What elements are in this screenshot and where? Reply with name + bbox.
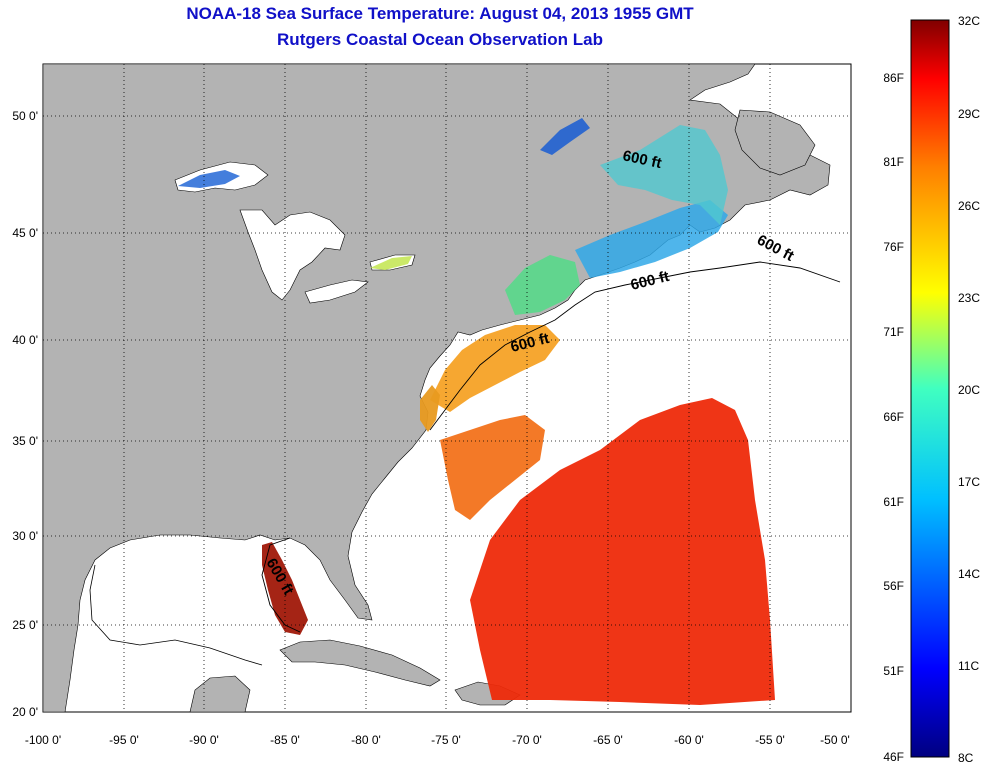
latitude-axis: 50 0' 45 0' 40 0' 35 0' 30 0' 25 0' 20 0… (12, 109, 38, 719)
lon-tick: -80 0' (351, 733, 381, 747)
lon-tick: -50 0' (820, 733, 850, 747)
lon-tick: -95 0' (109, 733, 139, 747)
lon-tick: -90 0' (189, 733, 219, 747)
lon-tick: -55 0' (755, 733, 785, 747)
land-north-america (43, 64, 831, 712)
lat-tick: 45 0' (12, 226, 38, 240)
celsius-label: 29C (958, 107, 980, 121)
celsius-label: 20C (958, 383, 980, 397)
lake-erie (304, 279, 369, 304)
sst-scotian-shelf (575, 200, 728, 278)
fahrenheit-label: 51F (883, 664, 904, 678)
graticule (43, 64, 851, 712)
lon-tick: -70 0' (512, 733, 542, 747)
sst-st-lawrence-river (540, 118, 590, 155)
fahrenheit-label: 56F (883, 579, 904, 593)
fahrenheit-label: 81F (883, 155, 904, 169)
celsius-label: 11C (958, 659, 979, 673)
lat-tick: 50 0' (12, 109, 38, 123)
contour-600ft (261, 261, 841, 633)
land-cuba (279, 639, 441, 687)
lon-tick: -60 0' (674, 733, 704, 747)
colorbar-fahrenheit-labels: 86F 81F 76F 71F 66F 61F 56F 51F 46F (883, 71, 904, 764)
colorbar-celsius-labels: 32C 29C 26C 23C 20C 17C 14C 11C 8C (958, 14, 980, 765)
lat-tick: 30 0' (12, 529, 38, 543)
sst-gulf-maine (505, 255, 580, 315)
lake-michigan-huron (239, 209, 346, 301)
sst-lake-superior (178, 170, 240, 188)
fahrenheit-label: 46F (883, 750, 904, 764)
lat-tick: 35 0' (12, 434, 38, 448)
celsius-label: 8C (958, 751, 974, 765)
fahrenheit-label: 86F (883, 71, 904, 85)
fahrenheit-label: 76F (883, 240, 904, 254)
land-newfoundland (734, 109, 816, 176)
sst-warm-atlantic (470, 398, 775, 705)
celsius-label: 26C (958, 199, 980, 213)
celsius-label: 14C (958, 567, 980, 581)
lat-tick: 20 0' (12, 705, 38, 719)
sst-nearshore-carolina (420, 385, 440, 432)
lon-tick: -65 0' (593, 733, 623, 747)
map-title: NOAA-18 Sea Surface Temperature: August … (186, 4, 694, 23)
sst-gulf-st-lawrence (600, 125, 728, 225)
land-yucatan (189, 675, 251, 712)
celsius-label: 17C (958, 475, 980, 489)
fahrenheit-label: 71F (883, 325, 904, 339)
lon-tick: -100 0' (25, 733, 61, 747)
map-subtitle: Rutgers Coastal Ocean Observation Lab (277, 30, 603, 49)
lat-tick: 40 0' (12, 333, 38, 347)
longitude-axis: -100 0' -95 0' -90 0' -85 0' -80 0' -75 … (25, 733, 850, 747)
fahrenheit-label: 61F (883, 495, 904, 509)
celsius-label: 32C (958, 14, 980, 28)
lon-tick: -75 0' (431, 733, 461, 747)
lat-tick: 25 0' (12, 618, 38, 632)
sst-midatlantic (430, 325, 560, 412)
lon-tick: -85 0' (270, 733, 300, 747)
celsius-label: 23C (958, 291, 980, 305)
contour-gulf-shelf (89, 564, 263, 666)
colorbar (910, 19, 950, 758)
sst-lake-erie (370, 256, 412, 270)
fahrenheit-label: 66F (883, 410, 904, 424)
sst-orange-band (440, 415, 545, 520)
